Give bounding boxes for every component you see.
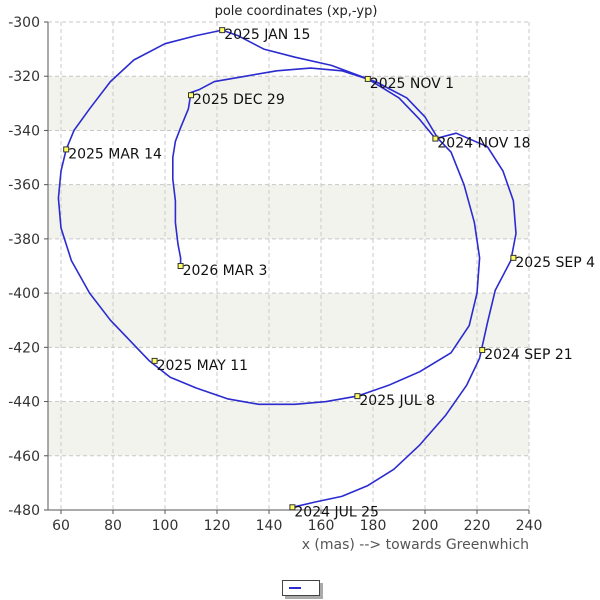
series-layer	[57, 29, 517, 509]
date-marker	[188, 92, 194, 99]
x-tick-label: 160	[308, 518, 335, 534]
date-marker	[63, 146, 70, 153]
y-tick-label: -460	[8, 449, 40, 465]
date-marker	[151, 357, 158, 364]
date-label: 2024 JUL 25	[294, 504, 379, 520]
date-label: 2025 MAR 14	[68, 146, 162, 162]
date-label: 2025 JAN 15	[224, 27, 310, 43]
date-marker	[510, 254, 517, 261]
legend	[282, 580, 320, 596]
x-tick-label: 220	[464, 518, 491, 534]
y-tick-label: -320	[8, 69, 40, 85]
date-marker	[354, 393, 361, 400]
legend-swatch-series	[289, 587, 301, 589]
x-axis-title: x (mas) --> towards Greenwhich	[302, 537, 529, 553]
chart-title: pole coordinates (xp,-yp)	[215, 4, 378, 19]
x-tick-label: 120	[204, 518, 231, 534]
date-label: 2024 NOV 18	[437, 136, 530, 152]
date-label: 2025 MAY 11	[157, 358, 248, 374]
background-band	[48, 76, 529, 131]
series-line	[57, 29, 517, 509]
x-tick-label: 180	[360, 518, 387, 534]
x-tick-label: 140	[256, 518, 283, 534]
date-marker	[432, 135, 439, 142]
date-marker	[364, 75, 371, 82]
y-tick-label: -480	[8, 503, 40, 519]
x-tick-label: 200	[412, 518, 439, 534]
x-tick-label: 60	[52, 518, 70, 534]
y-tick-label: -360	[8, 178, 40, 194]
date-label: 2025 NOV 1	[370, 76, 454, 92]
y-tick-label: -420	[8, 340, 40, 356]
annotation-layer: 2024 JUL 25 2024 SEP 21 2025 SEP 4 2024 NOV…	[63, 27, 595, 520]
background-band	[48, 401, 529, 456]
y-tick-label: -400	[8, 286, 40, 302]
y-tick-label: -340	[8, 123, 40, 139]
date-label: 2025 SEP 4	[515, 255, 595, 271]
date-marker	[219, 27, 226, 34]
y-tick-label: -380	[8, 232, 40, 248]
background-band	[48, 184, 529, 239]
x-tick-label: 100	[152, 518, 179, 534]
background-band	[48, 293, 529, 348]
date-marker	[289, 504, 296, 511]
date-label: 2024 SEP 21	[484, 347, 573, 363]
date-label: 2025 DEC 29	[193, 92, 285, 108]
y-tick-label: -300	[8, 15, 40, 31]
x-tick-label: 240	[516, 518, 543, 534]
axes: 60 80 100 120 140 160 180 200 220 240 -300 -320 -340…	[8, 15, 542, 534]
date-marker	[177, 263, 184, 269]
date-marker	[479, 347, 486, 354]
date-label: 2026 MAR 3	[183, 263, 268, 279]
y-tick-label: -440	[8, 395, 40, 411]
date-label: 2025 JUL 8	[359, 393, 435, 409]
x-tick-label: 80	[104, 518, 122, 534]
